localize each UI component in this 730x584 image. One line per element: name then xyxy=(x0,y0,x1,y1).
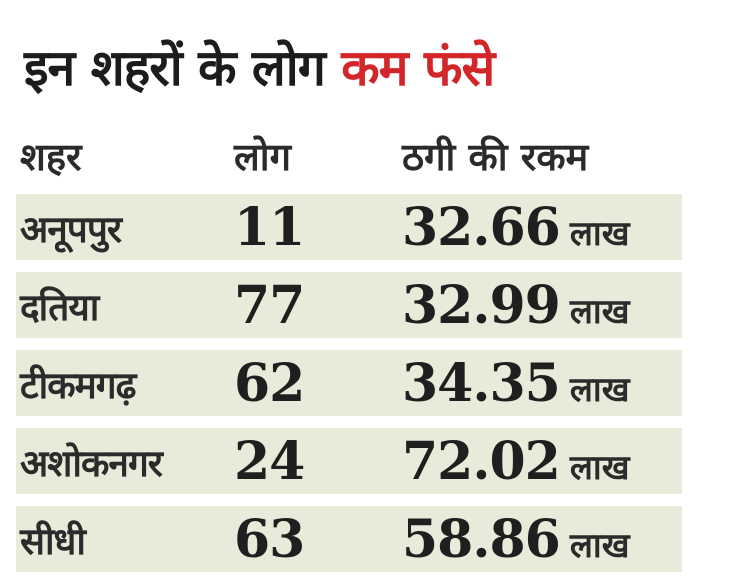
cell-amount: 32.66 लाख xyxy=(402,197,682,258)
header-people: लोग xyxy=(234,135,292,179)
cell-amount: 72.02 लाख xyxy=(402,431,682,492)
cell-amount: 34.35 लाख xyxy=(402,353,682,414)
table-row: अशोकनगर 24 72.02 लाख xyxy=(16,428,682,494)
amount-unit: लाख xyxy=(569,525,630,566)
cell-city: अशोकनगर xyxy=(20,441,163,485)
header-amount: ठगी की रकम xyxy=(402,135,589,179)
cell-city: दतिया xyxy=(20,285,99,329)
infographic: इन शहरों के लोग कम फंसे शहर लोग ठगी की र… xyxy=(16,26,704,572)
amount-unit: लाख xyxy=(569,291,630,332)
cell-people: 63 xyxy=(234,508,305,570)
amount-value: 32.66 xyxy=(402,196,561,258)
amount-value: 32.99 xyxy=(402,274,561,336)
amount-value: 72.02 xyxy=(402,430,561,492)
cell-city: सीधी xyxy=(20,519,86,563)
amount-value: 34.35 xyxy=(402,352,561,414)
headline-main-text: इन शहरों के लोग xyxy=(24,39,342,97)
table-row: अनूपपुर 11 32.66 लाख xyxy=(16,194,682,260)
header-city: शहर xyxy=(20,135,82,179)
cell-people: 24 xyxy=(234,430,305,492)
amount-value: 58.86 xyxy=(402,508,561,570)
table-row: टीकमगढ़ 62 34.35 लाख xyxy=(16,350,682,416)
cell-amount: 58.86 लाख xyxy=(402,509,682,570)
cell-city: अनूपपुर xyxy=(20,207,122,251)
headline-highlight-text: कम फंसे xyxy=(341,39,495,97)
table-header-row: शहर लोग ठगी की रकम xyxy=(16,124,682,188)
table-row: दतिया 77 32.99 लाख xyxy=(16,272,682,338)
amount-unit: लाख xyxy=(569,213,630,254)
headline: इन शहरों के लोग कम फंसे xyxy=(24,26,704,110)
table-row: सीधी 63 58.86 लाख xyxy=(16,506,682,572)
fraud-table: शहर लोग ठगी की रकम अनूपपुर 11 32.66 लाख द… xyxy=(16,124,682,584)
cell-city: टीकमगढ़ xyxy=(20,363,136,407)
cell-people: 77 xyxy=(234,274,305,336)
cell-amount: 32.99 लाख xyxy=(402,275,682,336)
amount-unit: लाख xyxy=(569,447,630,488)
amount-unit: लाख xyxy=(569,369,630,410)
cell-people: 62 xyxy=(234,352,305,414)
cell-people: 11 xyxy=(234,196,305,258)
